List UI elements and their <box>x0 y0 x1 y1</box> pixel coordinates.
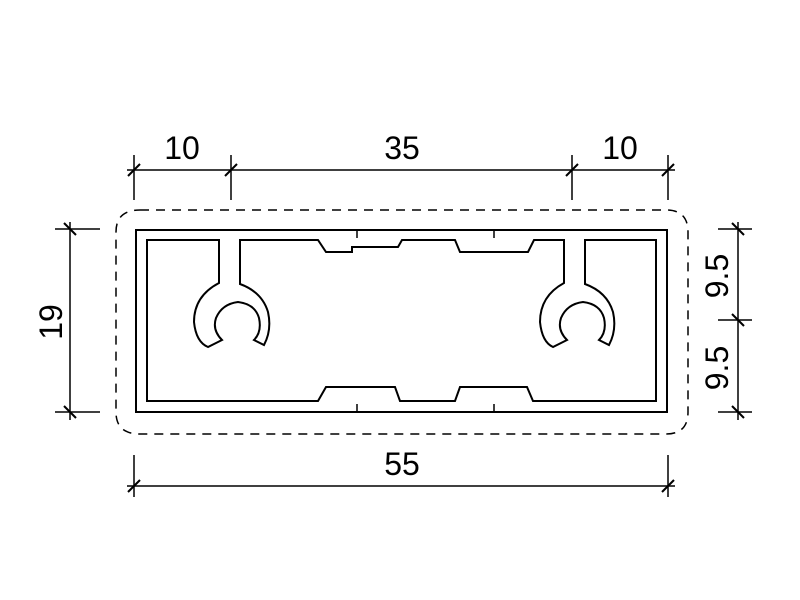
dim-right-upper: 9.5 <box>699 254 735 298</box>
dimension-tick <box>565 163 579 177</box>
dimension-tick <box>731 313 745 327</box>
dim-overall-width: 55 <box>384 446 420 482</box>
dimension-tick <box>63 405 77 419</box>
bottom-dimension <box>127 455 675 497</box>
dimension-tick <box>731 222 745 236</box>
dimension-tick <box>127 479 141 493</box>
profile-outer-outline <box>135 229 668 413</box>
right-dimension-chain <box>718 222 752 420</box>
dim-right-lower: 9.5 <box>699 346 735 390</box>
dimension-tick <box>127 163 141 177</box>
dimension-tick <box>63 222 77 236</box>
dimension-tick <box>224 163 238 177</box>
dim-top-left: 10 <box>164 130 200 166</box>
dimension-tick <box>731 405 745 419</box>
dimension-tick <box>661 479 675 493</box>
top-dimension-chain <box>127 155 675 200</box>
left-dimension <box>55 222 100 420</box>
dim-top-middle: 35 <box>384 130 420 166</box>
dim-overall-height: 19 <box>33 304 69 340</box>
dim-top-right: 10 <box>602 130 638 166</box>
dimension-tick <box>661 163 675 177</box>
profile-inner-outline <box>146 239 657 402</box>
clearance-outline-dashed <box>115 209 689 435</box>
